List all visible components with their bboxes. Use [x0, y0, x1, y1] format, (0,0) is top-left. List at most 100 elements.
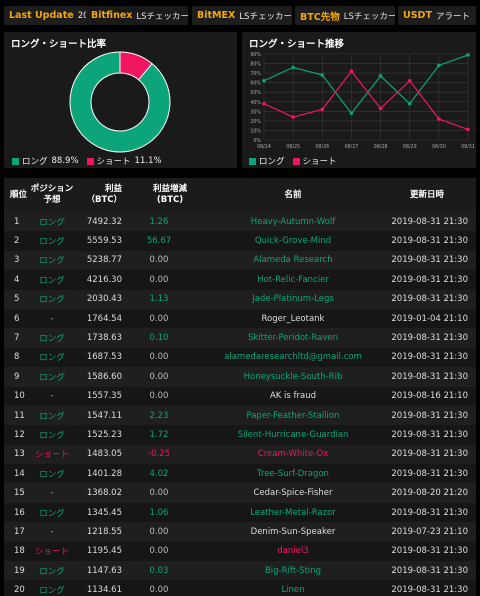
- user-name-cell[interactable]: Denim-Sun-Speaker: [250, 526, 336, 537]
- tab-bitfinex[interactable]: Bitfinex LSチェッカー: [86, 6, 188, 25]
- profit-change-cell: 0.00: [149, 391, 169, 402]
- user-name-cell[interactable]: Leather-Metal-Razor: [250, 507, 336, 518]
- position-cell: -: [50, 526, 54, 537]
- ratio-legend: ロング 88.9% ショート 11.1%: [12, 155, 162, 167]
- updated-cell: 2019-08-20 21:20: [391, 488, 468, 499]
- ranking-table-wrap: 順位 ポジション 予想 利益（BTC） 利益増減 (BTC) 名前 更新日時 1…: [4, 178, 476, 596]
- user-name-cell[interactable]: Paper-Feather-Stallion: [246, 410, 340, 421]
- long-swatch-icon: [249, 157, 256, 165]
- series-point-0: [349, 111, 354, 116]
- profit-cell: 5238.77: [86, 255, 122, 266]
- series-point-0: [466, 53, 470, 57]
- profit-change-cell: 0.00: [149, 526, 169, 537]
- position-cell: ショート: [34, 450, 69, 461]
- profit-change-cell: 1.06: [149, 507, 169, 518]
- user-name-cell[interactable]: Linen: [281, 585, 305, 596]
- profit-cell: 1764.54: [86, 313, 122, 324]
- series-point-0: [378, 74, 383, 78]
- y-tick-label: 40%: [250, 100, 261, 106]
- header-rank[interactable]: 順位: [10, 189, 28, 200]
- table-row[interactable]: 20 ロング 1134.61 0.00 Linen 2019-08-31 21:30: [4, 580, 476, 596]
- last-update-label: Last Update: [9, 10, 74, 21]
- user-name-cell[interactable]: Quick-Grove-Mind: [254, 236, 332, 247]
- user-name-cell[interactable]: Hot-Relic-Fancier: [257, 274, 329, 285]
- table-row[interactable]: 11 ロング 1547.11 2.23 Paper-Feather-Stallion 20…: [4, 405, 476, 426]
- trend-line-chart: 0% 10% 20% 30% 40% 50% 60% 70% 80% 90% 08/24 08/25 0…: [250, 52, 475, 150]
- tab-bitmex[interactable]: BitMEX LSチェッカー: [192, 6, 292, 25]
- user-name-cell[interactable]: AK is fraud: [269, 391, 317, 402]
- profit-cell: 1134.61: [86, 585, 122, 596]
- profit-cell: 5559.53: [86, 236, 122, 247]
- rank-cell: 1: [14, 216, 20, 227]
- user-name-cell[interactable]: daniel3: [277, 546, 309, 557]
- user-name-cell[interactable]: Silent-Hurricane-Guardian: [237, 429, 349, 440]
- header-profit-change[interactable]: 利益増減 (BTC): [132, 178, 208, 212]
- tab-btc-futures-label: LSチェッカー: [343, 11, 395, 22]
- table-row[interactable]: 1 ロング 7492.32 1.26 Heavy-Autumn-Wolf 2019-08-…: [4, 212, 476, 232]
- profit-cell: 1738.63: [86, 333, 122, 344]
- user-name-cell[interactable]: alamedaresearchltd@gmail.com: [224, 352, 362, 363]
- updated-cell: 2019-08-31 21:30: [391, 449, 468, 460]
- user-name-cell[interactable]: Alameda Research: [253, 255, 333, 266]
- y-tick-label: 0%: [253, 138, 261, 144]
- profit-change-cell: 0.00: [149, 371, 169, 382]
- table-row[interactable]: 18 ショート 1195.45 0.00 daniel3 2019-08-31 21:30: [4, 541, 476, 562]
- user-name-cell[interactable]: Jade-Platinum-Legs: [252, 294, 334, 305]
- table-row[interactable]: 4 ロング 4216.30 0.00 Hot-Relic-Fancier 2019-08-…: [4, 270, 476, 290]
- user-name-cell[interactable]: Heavy-Autumn-Wolf: [250, 216, 336, 227]
- profit-cell: 1345.45: [86, 507, 122, 518]
- user-name-cell[interactable]: Honeysuckle-South-Rib: [243, 371, 343, 382]
- x-tick-label: 08/29: [403, 144, 417, 150]
- position-cell: ロング: [39, 237, 65, 248]
- table-row[interactable]: 15 - 1368.02 0.00 Cedar-Spice-Fisher 2019-08-…: [4, 483, 476, 503]
- series-point-0: [320, 73, 325, 77]
- position-cell: ロング: [39, 411, 65, 422]
- profit-change-cell: -0.25: [148, 449, 170, 460]
- table-row[interactable]: 12 ロング 1525.23 1.72 Silent-Hurricane-Guardia…: [4, 425, 476, 445]
- header-position-line2: 予想: [43, 195, 61, 205]
- trend-panel: ロング・ショート推移 0% 10% 20% 30% 40% 50% 60% 70% 80% 90%…: [242, 32, 476, 168]
- series-point-1: [320, 107, 325, 112]
- updated-cell: 2019-08-31 21:30: [391, 333, 468, 344]
- table-row[interactable]: 16 ロング 1345.45 1.06 Leather-Metal-Razor 2019-…: [4, 502, 476, 523]
- updated-cell: 2019-08-31 21:30: [391, 371, 468, 382]
- position-cell: ロング: [39, 586, 65, 596]
- position-cell: -: [50, 313, 54, 324]
- table-row[interactable]: 13 ショート 1483.05 -0.25 Cream-White-Ox 2019-08-…: [4, 444, 476, 465]
- table-row[interactable]: 5 ロング 2030.43 1.13 Jade-Platinum-Legs 2019-08…: [4, 289, 476, 309]
- tab-btc-futures[interactable]: BTC先物 LSチェッカー: [295, 6, 395, 25]
- position-cell: ロング: [39, 469, 65, 480]
- tab-bitmex-label: LSチェッカー: [239, 11, 292, 22]
- trend-legend: ロング ショート: [249, 155, 337, 167]
- x-tick-label: 08/31: [461, 144, 475, 150]
- table-row[interactable]: 9 ロング 1586.60 0.00 Honeysuckle-South-Rib 2019…: [4, 367, 476, 387]
- user-name-cell[interactable]: Big-Rift-Sting: [264, 565, 322, 576]
- table-row[interactable]: 7 ロング 1738.63 0.10 Skitter-Peridot-Raven 2019…: [4, 328, 476, 348]
- header-profit[interactable]: 利益（BTC）: [86, 184, 122, 205]
- header-updated[interactable]: 更新日時: [409, 189, 444, 200]
- table-row[interactable]: 8 ロング 1687.53 0.00 alamedaresearchltd@gmail.…: [4, 347, 476, 368]
- table-row[interactable]: 6 - 1764.54 0.00 Roger_Leotank 2019-01-04 21:…: [4, 308, 476, 329]
- user-name-cell[interactable]: Cedar-Spice-Fisher: [253, 488, 333, 499]
- long-swatch-icon: [12, 157, 19, 165]
- table-row[interactable]: 10 - 1557.35 0.00 AK is fraud 2019-08-16 21:1…: [4, 386, 476, 406]
- x-tick-label: 08/24: [257, 144, 271, 150]
- updated-cell: 2019-08-31 21:30: [391, 274, 468, 285]
- user-name-cell[interactable]: Roger_Leotank: [261, 313, 325, 324]
- tab-bitmex-key: BitMEX: [197, 10, 236, 21]
- tab-usdt[interactable]: USDT アラート: [398, 6, 476, 25]
- table-row[interactable]: 17 - 1218.55 0.00 Denim-Sun-Speaker 2019-07-2…: [4, 522, 476, 542]
- table-row[interactable]: 3 ロング 5238.77 0.00 Alameda Research 2019-08-3…: [4, 250, 476, 271]
- header-position-line1: ポジション: [30, 184, 74, 194]
- profit-cell: 1218.55: [86, 526, 122, 537]
- position-cell: ロング: [39, 508, 65, 519]
- header-name[interactable]: 名前: [284, 189, 302, 200]
- header-position[interactable]: ポジション 予想: [28, 178, 76, 212]
- user-name-cell[interactable]: Tree-Surf-Dragon: [257, 468, 329, 479]
- table-row[interactable]: 2 ロング 5559.53 56.67 Quick-Grove-Mind 2019-08-…: [4, 231, 476, 251]
- user-name-cell[interactable]: Skitter-Peridot-Raven: [247, 333, 339, 344]
- table-row[interactable]: 19 ロング 1147.63 0.03 Big-Rift-Sting 2019-08-31…: [4, 561, 476, 581]
- table-row[interactable]: 14 ロング 1401.28 4.02 Tree-Surf-Dragon 2019-08-…: [4, 464, 476, 484]
- ratio-panel: ロング・ショート比率 ロング 88.9% ショート 11.1%: [4, 32, 237, 168]
- user-name-cell[interactable]: Cream-White-Ox: [257, 449, 329, 460]
